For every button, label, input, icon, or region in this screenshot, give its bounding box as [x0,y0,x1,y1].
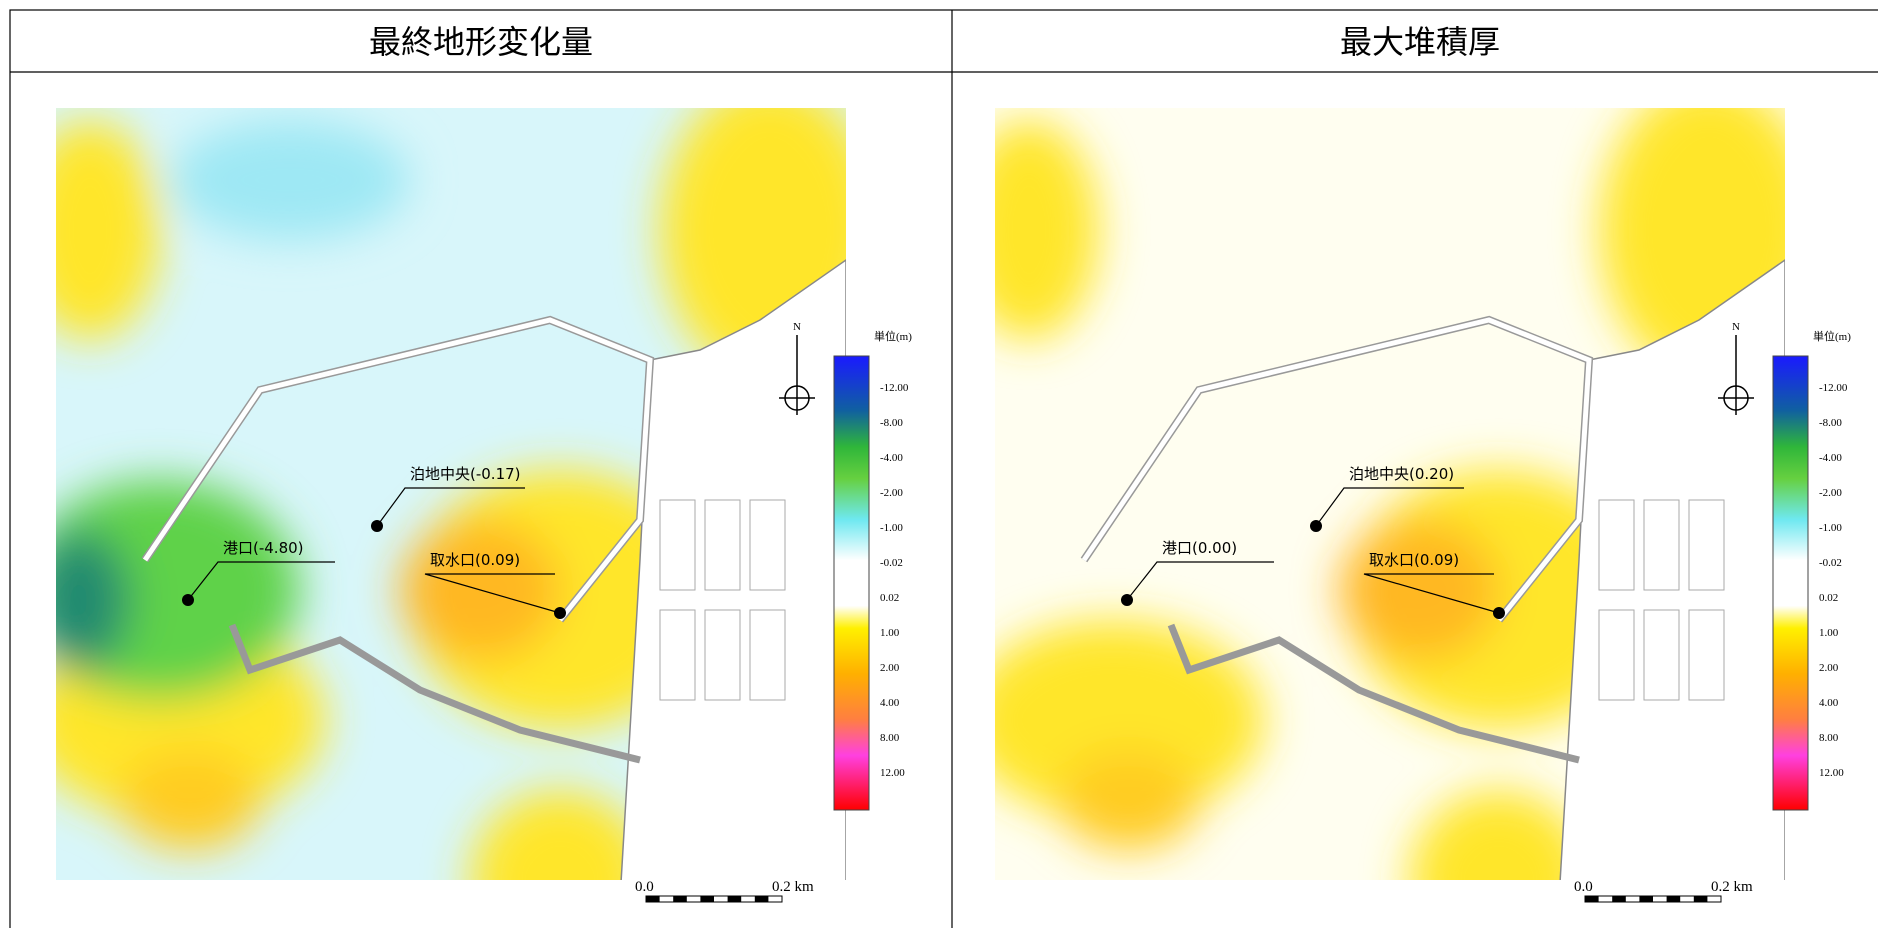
legend-unit: 単位(m) [874,329,912,343]
scale-seg [1666,896,1681,902]
legend-tick: 2.00 [1819,662,1839,674]
scale-seg [1585,896,1599,902]
building [1643,499,1680,591]
legend-tick: 4.00 [880,697,900,709]
legend-tick: 1.00 [880,627,900,639]
point-label: 取水口(0.09) [430,551,520,569]
building [1598,609,1635,701]
deposit-area [995,120,1099,340]
legend-tick: -4.00 [1819,452,1842,464]
legend-tick: -4.00 [880,452,903,464]
legend-tick: -12.00 [880,382,909,394]
table-border [9,9,1878,928]
scale-seg [1612,896,1626,902]
legend-tick: -2.00 [880,487,903,499]
breakwater [1081,317,1592,622]
building [704,499,741,591]
point-label: 港口(-4.80) [223,539,304,557]
land [620,259,846,880]
building [749,609,786,701]
legend-tick: -1.00 [1819,522,1842,534]
north-label: N [1732,321,1740,333]
leader [1126,561,1274,601]
legend-tick: -1.00 [880,522,903,534]
legend-tick: -2.00 [1819,487,1842,499]
land [1559,259,1785,880]
deposit-core [120,750,260,850]
colorbar [1772,355,1809,811]
colorbar [833,355,870,811]
legend-tick: 8.00 [880,732,900,744]
leader [1363,573,1500,614]
scale-seg [700,896,714,902]
legend-tick: -0.02 [880,557,903,569]
leader [376,487,525,527]
point-label: 取水口(0.09) [1369,551,1459,569]
scale-start: 0.0 [1574,879,1593,895]
legend-tick: 0.02 [1819,592,1838,604]
scale-seg [754,896,769,902]
point-label: 泊地中央(0.20) [1349,465,1454,483]
scale-start: 0.0 [635,879,654,895]
legend-tick: 2.00 [880,662,900,674]
deposit-area [470,790,650,880]
north-label: N [793,321,801,333]
building [659,499,696,591]
panel-title: 最終地形変化量 [369,23,593,61]
building [1688,499,1725,591]
leader [187,561,335,601]
erosion-area [170,120,410,240]
scale-seg [646,896,660,902]
building [1688,609,1725,701]
map-shading [56,108,846,880]
point-label: 泊地中央(-0.17) [410,465,521,483]
scale-end: 0.2 km [1711,879,1753,895]
legend-tick: 1.00 [1819,627,1839,639]
building [704,609,741,701]
building [659,609,696,701]
scale-seg [1693,896,1708,902]
legend-tick: 12.00 [880,767,905,779]
erosion-core [56,530,130,670]
legend-tick: 4.00 [1819,697,1839,709]
seawall [228,623,641,764]
scale-seg [1639,896,1653,902]
legend-tick: -0.02 [1819,557,1842,569]
deposit-area [1409,790,1589,880]
building [749,499,786,591]
panel-title: 最大堆積厚 [1340,23,1500,61]
legend-tick: -8.00 [880,417,903,429]
seawall [1167,623,1580,764]
legend-tick: -8.00 [1819,417,1842,429]
legend-tick: -12.00 [1819,382,1848,394]
leader [1315,487,1464,527]
legend-unit: 単位(m) [1813,329,1851,343]
deposit-area [56,120,160,340]
building [1598,499,1635,591]
map [56,108,846,880]
scale-seg [673,896,687,902]
legend-tick: 8.00 [1819,732,1839,744]
map [995,108,1785,880]
legend-tick: 12.00 [1819,767,1844,779]
leader [424,573,561,614]
deposit-core [1059,750,1199,850]
scale-seg [727,896,742,902]
legend-tick: 0.02 [880,592,899,604]
building [1643,609,1680,701]
scale-end: 0.2 km [772,879,814,895]
breakwater [142,317,653,622]
point-label: 港口(0.00) [1162,539,1237,557]
